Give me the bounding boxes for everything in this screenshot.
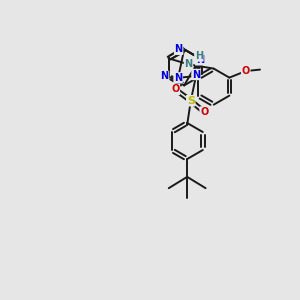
Text: H: H <box>195 51 203 61</box>
Text: N: N <box>192 70 200 80</box>
Text: N: N <box>175 44 183 54</box>
Text: N: N <box>196 55 204 65</box>
Text: N: N <box>174 73 182 83</box>
Text: N: N <box>160 71 169 81</box>
Text: O: O <box>200 107 208 117</box>
Text: O: O <box>171 84 179 94</box>
Text: N: N <box>184 59 193 69</box>
Text: S: S <box>187 96 195 106</box>
Text: O: O <box>242 66 250 76</box>
